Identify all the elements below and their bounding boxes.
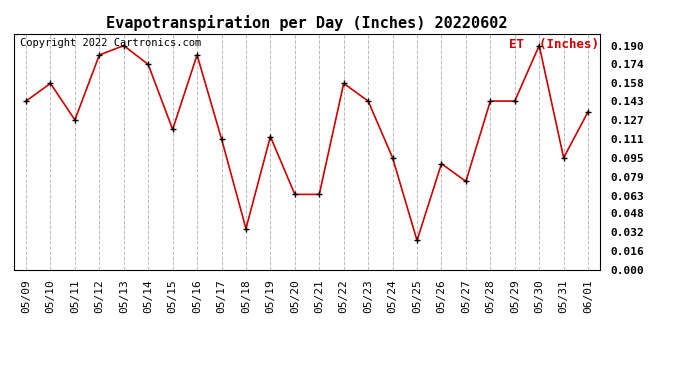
Title: Evapotranspiration per Day (Inches) 20220602: Evapotranspiration per Day (Inches) 2022… [106,15,508,31]
Text: Copyright 2022 Cartronics.com: Copyright 2022 Cartronics.com [19,39,201,48]
Text: ET  (Inches): ET (Inches) [509,39,600,51]
